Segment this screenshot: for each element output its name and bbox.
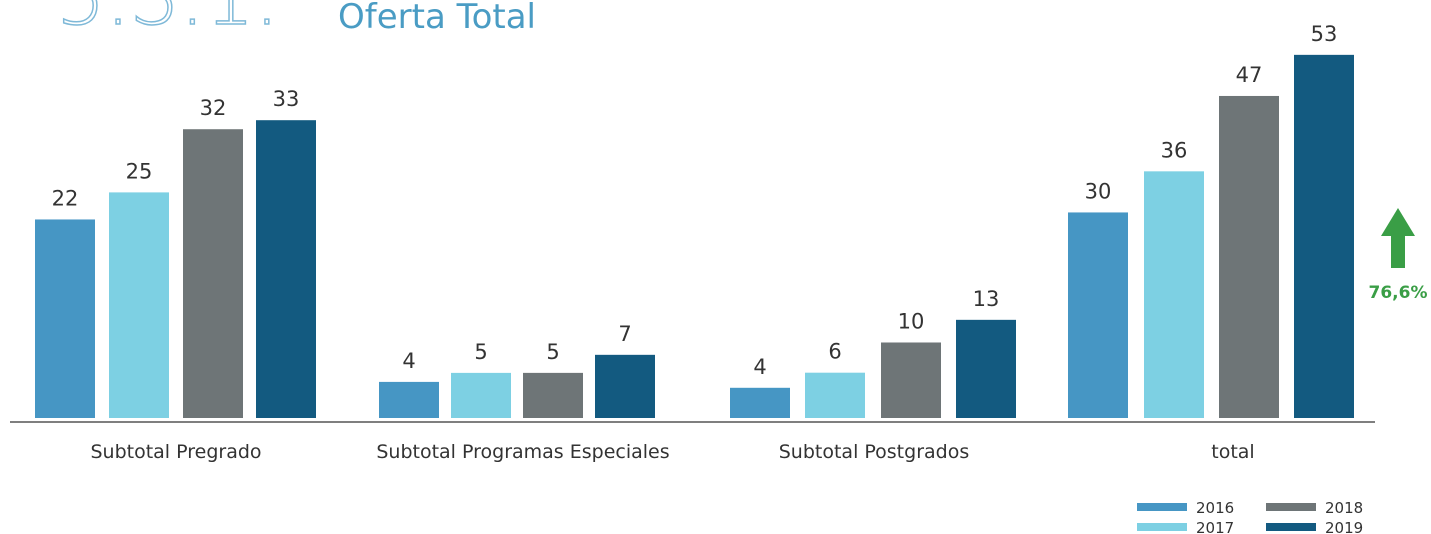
bar: [256, 120, 316, 418]
category-label: total: [1211, 441, 1254, 463]
bar: [1144, 171, 1204, 418]
value-label: 6: [828, 340, 841, 364]
value-label: 4: [402, 349, 415, 373]
bar: [183, 129, 243, 418]
value-label: 33: [273, 87, 300, 111]
value-label: 36: [1161, 138, 1188, 162]
value-label: 5: [546, 340, 559, 364]
category-label: Subtotal Programas Especiales: [376, 441, 669, 463]
value-label: 5: [474, 340, 487, 364]
value-label: 13: [973, 287, 1000, 311]
bar: [595, 354, 655, 418]
value-label: 32: [200, 96, 227, 120]
bar: [451, 372, 511, 418]
growth-label: 76,6%: [1369, 283, 1428, 303]
legend-swatch: [1266, 523, 1316, 531]
bar: [35, 219, 95, 418]
bar: [109, 192, 169, 418]
value-label: 10: [898, 309, 925, 333]
value-label: 7: [618, 322, 631, 346]
bar: [379, 381, 439, 418]
value-label: 30: [1085, 179, 1112, 203]
section-number: 5.3.1.: [56, 0, 279, 43]
legend-swatch: [1137, 503, 1187, 511]
chart-title: Oferta Total: [338, 0, 536, 37]
value-label: 25: [126, 159, 153, 183]
legend-label: 2017: [1196, 519, 1234, 534]
legend-label: 2019: [1325, 519, 1363, 534]
legend-label: 2016: [1196, 499, 1234, 517]
bar: [1294, 54, 1354, 418]
value-label: 53: [1311, 22, 1338, 46]
bar: [956, 319, 1016, 418]
value-label: 4: [753, 355, 766, 379]
category-label: Subtotal Pregrado: [90, 441, 261, 463]
legend-swatch: [1266, 503, 1316, 511]
bar: [730, 387, 790, 418]
bar: [523, 372, 583, 418]
category-label: Subtotal Postgrados: [779, 441, 970, 463]
legend-swatch: [1137, 523, 1187, 531]
value-label: 22: [52, 186, 79, 210]
bar: [881, 342, 941, 418]
legend-label: 2018: [1325, 499, 1363, 517]
bar: [1068, 212, 1128, 418]
bar: [1219, 95, 1279, 419]
bar: [805, 372, 865, 418]
growth-arrow: [1381, 208, 1415, 268]
value-label: 47: [1236, 63, 1263, 87]
